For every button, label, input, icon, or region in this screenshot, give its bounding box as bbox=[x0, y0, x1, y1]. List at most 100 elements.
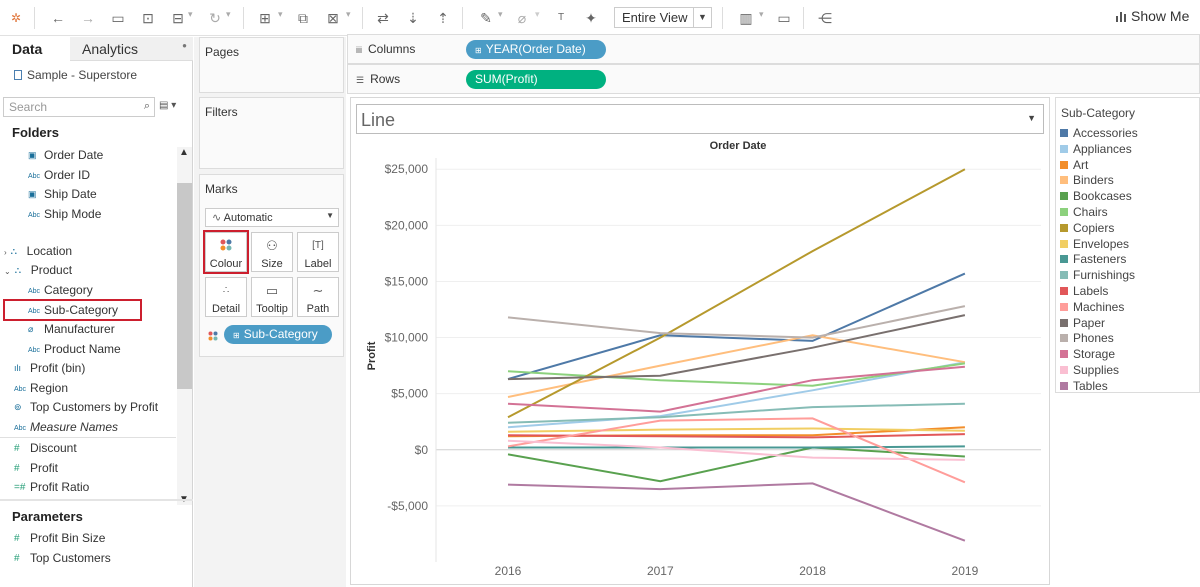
size-button[interactable]: ⚇ Size bbox=[251, 232, 293, 272]
legend-item[interactable]: Machines bbox=[1060, 300, 1124, 314]
year-order-date-pill[interactable]: ⊞ YEAR(Order Date) bbox=[466, 40, 606, 59]
chevron-down-icon[interactable]: ▾ bbox=[278, 9, 283, 19]
series-line-accessories[interactable] bbox=[507, 272, 966, 381]
highlight-icon[interactable]: ✎ bbox=[480, 10, 492, 26]
chevron-down-icon[interactable]: ▾ bbox=[498, 9, 503, 19]
chevron-down-icon[interactable]: ⌄ bbox=[4, 267, 11, 276]
field-order-id[interactable]: Abc Order ID bbox=[28, 168, 91, 182]
field-manufacturer[interactable]: ⌀ Manufacturer bbox=[28, 322, 115, 336]
folder-location[interactable]: › ⛬ Location bbox=[4, 244, 73, 258]
chevron-down-icon[interactable]: ▾ bbox=[759, 9, 764, 19]
chevron-down-icon[interactable]: ▼ bbox=[1027, 113, 1036, 123]
field-profit-bin[interactable]: ılı Profit (bin) bbox=[14, 361, 86, 375]
show-me-button[interactable]: Show Me bbox=[1131, 8, 1190, 24]
param-profit-bin-size[interactable]: # Profit Bin Size bbox=[14, 531, 106, 545]
chevron-down-icon[interactable]: ▼ bbox=[326, 211, 334, 220]
series-line-supplies[interactable] bbox=[507, 439, 965, 461]
field-ship-date[interactable]: ▣ Ship Date bbox=[28, 187, 97, 201]
mark-type-select[interactable]: ∿ Automatic ▼ bbox=[205, 208, 339, 227]
redo-icon[interactable]: → bbox=[81, 10, 95, 26]
field-profit-ratio[interactable]: =# Profit Ratio bbox=[14, 480, 90, 494]
sum-profit-pill[interactable]: SUM(Profit) bbox=[466, 70, 606, 89]
legend-item[interactable]: Envelopes bbox=[1060, 237, 1129, 251]
path-button[interactable]: ∼ Path bbox=[297, 277, 339, 317]
columns-shelf[interactable]: iii Columns ⊞ YEAR(Order Date) bbox=[347, 34, 1200, 64]
legend-item[interactable]: Bookcases bbox=[1060, 189, 1132, 203]
presentation-icon[interactable]: ▭ bbox=[777, 10, 791, 26]
field-product-name[interactable]: Abc Product Name bbox=[28, 342, 121, 356]
field-category[interactable]: Abc Category bbox=[28, 283, 93, 297]
legend-item[interactable]: Paper bbox=[1060, 316, 1105, 330]
series-line-phones[interactable] bbox=[507, 305, 966, 339]
filters-card[interactable]: Filters bbox=[199, 97, 344, 169]
clear-icon[interactable]: ⊠ bbox=[327, 10, 339, 26]
fit-view-select[interactable]: Entire View ▼ bbox=[614, 7, 712, 28]
series-line-tables[interactable] bbox=[507, 482, 966, 542]
legend-item[interactable]: Phones bbox=[1060, 331, 1114, 345]
chevron-up-icon[interactable]: ▲ bbox=[179, 147, 189, 158]
param-top-customers[interactable]: # Top Customers bbox=[14, 551, 111, 565]
series-line-machines[interactable] bbox=[507, 417, 966, 484]
series-line-fasteners[interactable] bbox=[508, 445, 965, 449]
scrollbar[interactable]: ▲ ▼ bbox=[177, 147, 192, 505]
undo-icon[interactable]: ← bbox=[51, 10, 65, 26]
legend-item[interactable]: Storage bbox=[1060, 347, 1115, 361]
legend-item[interactable]: Fasteners bbox=[1060, 252, 1126, 266]
refresh-icon[interactable]: ↻ bbox=[209, 10, 221, 26]
labels-icon[interactable]: T bbox=[557, 12, 565, 23]
chevron-down-icon[interactable]: ▾ bbox=[226, 9, 231, 19]
field-region[interactable]: Abc Region bbox=[14, 381, 69, 395]
tab-analytics[interactable]: Analytics ● bbox=[70, 37, 193, 61]
new-datasource-icon[interactable]: ⊡ bbox=[142, 10, 154, 26]
scrollbar-thumb[interactable] bbox=[177, 183, 192, 389]
field-profit[interactable]: # Profit bbox=[14, 461, 59, 475]
field-ship-mode[interactable]: Abc Ship Mode bbox=[28, 207, 102, 221]
colour-button[interactable]: Colour bbox=[205, 232, 247, 272]
share-icon[interactable]: ⋲ bbox=[818, 10, 832, 26]
series-line-envelopes[interactable] bbox=[507, 427, 965, 433]
legend-item[interactable]: Chairs bbox=[1060, 205, 1108, 219]
series-line-chairs[interactable] bbox=[507, 362, 966, 387]
sub-category-colour-pill[interactable]: ⊞ Sub-Category bbox=[224, 325, 332, 344]
chevron-down-icon[interactable]: ▾ bbox=[188, 9, 193, 19]
pause-updates-icon[interactable]: ⊟ bbox=[172, 10, 184, 26]
mark-type-dropdown[interactable]: Line ▼ bbox=[356, 104, 1044, 134]
legend-item[interactable]: Appliances bbox=[1060, 142, 1132, 156]
save-icon[interactable]: ▭ bbox=[111, 10, 125, 26]
sort-descending-icon[interactable]: ⇡ bbox=[437, 10, 449, 26]
duplicate-icon[interactable]: ⧉ bbox=[298, 10, 308, 26]
chevron-down-icon[interactable]: ▾ bbox=[535, 9, 540, 19]
legend-item[interactable]: Tables bbox=[1060, 379, 1108, 393]
group-icon[interactable]: ⌀ bbox=[517, 10, 527, 26]
field-discount[interactable]: # Discount bbox=[14, 441, 77, 455]
field-order-date[interactable]: ▣ Order Date bbox=[28, 148, 104, 162]
chevron-down-icon[interactable]: ▼ bbox=[693, 8, 711, 27]
chevron-right-icon[interactable]: › bbox=[4, 248, 7, 257]
datasource[interactable]: Sample - Superstore bbox=[14, 68, 137, 82]
field-sub-category[interactable]: Abc Sub-Category bbox=[28, 303, 119, 317]
search-icon[interactable]: ⌕ bbox=[143, 100, 150, 112]
fix-axes-icon[interactable]: ✦ bbox=[585, 10, 597, 26]
pages-card[interactable]: Pages bbox=[199, 37, 344, 93]
legend-item[interactable]: Binders bbox=[1060, 173, 1114, 187]
series-line-copiers[interactable] bbox=[507, 168, 966, 419]
sort-ascending-icon[interactable]: ⇣ bbox=[407, 10, 419, 26]
label-button[interactable]: [T] Label bbox=[297, 232, 339, 272]
chevron-down-icon[interactable]: ▾ bbox=[346, 9, 351, 19]
swap-axes-icon[interactable]: ⇄ bbox=[377, 10, 389, 26]
legend-item[interactable]: Furnishings bbox=[1060, 268, 1135, 282]
detail-button[interactable]: ∴ Detail bbox=[205, 277, 247, 317]
view-data-icon[interactable]: ▤ ▾ bbox=[159, 100, 177, 111]
tooltip-button[interactable]: ▭ Tooltip bbox=[251, 277, 293, 317]
series-line-furnishings[interactable] bbox=[507, 402, 965, 424]
legend-item[interactable]: Supplies bbox=[1060, 363, 1119, 377]
legend-item[interactable]: Accessories bbox=[1060, 126, 1138, 140]
series-line-labels[interactable] bbox=[507, 433, 965, 439]
series-line-binders[interactable] bbox=[507, 334, 966, 398]
show-me-icon[interactable] bbox=[1116, 10, 1126, 22]
series-line-bookcases[interactable] bbox=[507, 446, 965, 483]
field-measure-names[interactable]: Abc Measure Names bbox=[14, 420, 119, 434]
rows-shelf[interactable]: ☰ Rows SUM(Profit) bbox=[347, 64, 1200, 94]
new-worksheet-icon[interactable]: ⊞ bbox=[259, 10, 271, 26]
folder-product[interactable]: ⌄ ⛬ Product bbox=[4, 263, 73, 277]
